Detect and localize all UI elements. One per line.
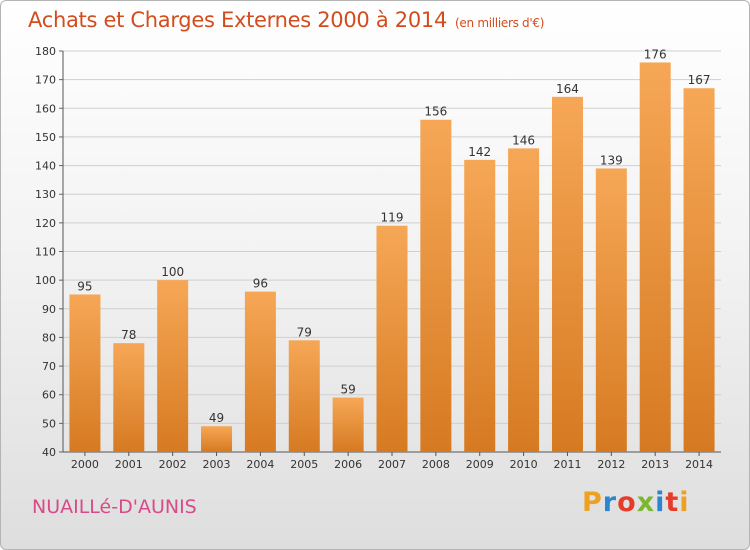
y-tick-label: 40 [42,446,56,459]
x-tick-label: 2007 [378,458,406,471]
bar [683,88,715,452]
title-text: Achats et Charges Externes 2000 à 2014 [28,8,448,32]
logo-letter: t [665,487,680,518]
x-tick-label: 2002 [159,458,187,471]
x-tick-label: 2000 [71,458,99,471]
logo-letter: x [636,487,656,518]
x-tick-label: 2009 [466,458,494,471]
x-tick-label: 2003 [203,458,231,471]
data-label: 96 [253,277,268,291]
bar [376,225,408,452]
y-tick-label: 110 [35,246,56,259]
bar-layer [69,62,715,453]
bar [464,159,496,453]
y-tick-label: 140 [35,160,56,173]
data-label: 146 [512,133,535,147]
y-tick-label: 60 [42,389,56,402]
chart-subtitle: (en milliers d'€) [455,16,545,30]
data-label: 78 [121,328,136,342]
x-tick-label: 2006 [334,458,362,471]
chart-title: Achats et Charges Externes 2000 à 2014 (e… [28,8,544,32]
bar [420,119,452,452]
bar [551,96,583,452]
data-label: 59 [340,383,355,397]
bar [508,148,540,452]
logo-letter: i [655,487,666,518]
data-label: 142 [468,145,491,159]
x-tick-label: 2010 [510,458,538,471]
x-tick-label: 2004 [246,458,274,471]
y-tick-label: 120 [35,217,56,230]
x-tick-label: 2005 [290,458,318,471]
data-label: 49 [209,411,224,425]
y-tick-label: 70 [42,360,56,373]
data-label: 176 [644,47,667,61]
logo-letter: o [617,487,637,518]
bar [288,340,320,452]
data-label: 100 [161,265,184,279]
x-tick-label: 2008 [422,458,450,471]
y-tick-label: 80 [42,331,56,344]
proxiti-logo[interactable]: Proxiti [582,487,690,518]
y-tick-label: 90 [42,303,56,316]
place-name: NUAILLé-D'AUNIS [32,496,197,518]
bar [113,343,145,452]
logo-letter: P [582,487,603,518]
y-tick-label: 50 [42,417,56,430]
bar [157,280,189,452]
y-tick-label: 160 [35,102,56,115]
bar [639,62,671,452]
data-label: 119 [381,211,404,225]
logo-letter: r [602,487,618,518]
bar [201,426,233,452]
y-tick-label: 130 [35,188,56,201]
y-tick-label: 170 [35,74,56,87]
data-label: 139 [600,153,623,167]
y-tick-label: 150 [35,131,56,144]
x-tick-label: 2014 [685,458,713,471]
y-tick-label: 100 [35,274,56,287]
x-tick-label: 2013 [641,458,669,471]
data-label: 79 [297,325,312,339]
bar [332,397,364,452]
data-label: 164 [556,82,579,96]
x-tick-label: 2012 [597,458,625,471]
bar [244,291,276,452]
y-tick-label: 180 [35,45,56,58]
bar [595,168,627,452]
x-tick-label: 2001 [115,458,143,471]
logo-letter: i [679,487,690,518]
label-layer: 40 50 60 70 80 90 100 110 120 130 140 150 160 170 180 9… [35,45,713,471]
x-tick-label: 2011 [553,458,581,471]
data-label: 95 [77,279,92,293]
data-label: 167 [688,73,711,87]
bar [69,294,101,452]
data-label: 156 [424,105,447,119]
